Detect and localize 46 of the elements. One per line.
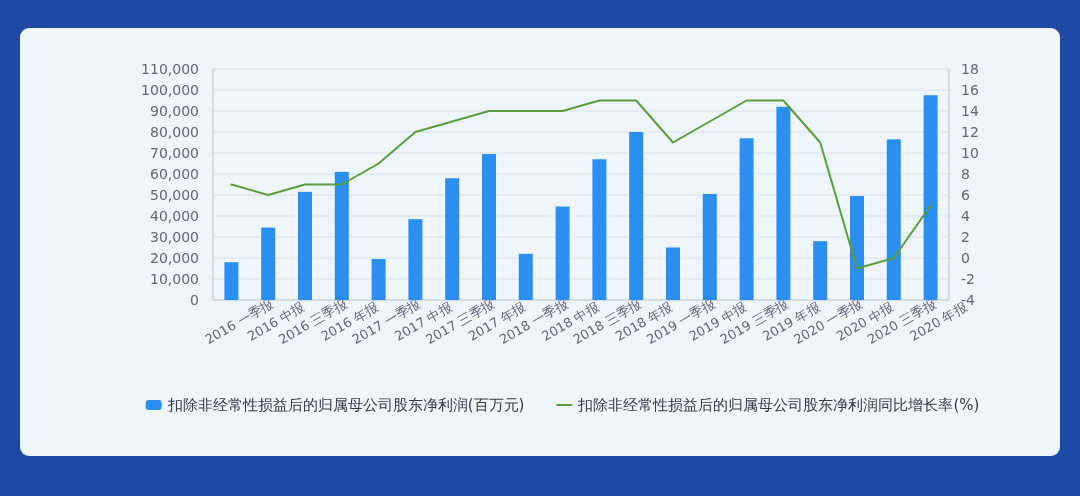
legend-label: 扣除非经常性损益后的归属母公司股东净利润同比增长率(%) [577,396,980,414]
bar [886,139,901,300]
bar [592,159,607,300]
bar [371,259,386,300]
bar [445,178,460,300]
y-tick-label: 110,000 [141,61,199,77]
y2-tick-label: 4 [961,208,970,224]
bar [923,95,938,300]
y2-tick-label: 2 [961,229,970,245]
bar [739,138,754,300]
y-tick-label: 30,000 [150,229,199,245]
y2-tick-label: 12 [961,124,979,140]
bar [666,247,680,300]
y-tick-label: 10,000 [150,271,199,287]
bar [261,227,276,300]
bar [702,193,717,300]
bar [629,132,644,300]
y-tick-label: 20,000 [150,250,199,266]
bar [776,106,791,300]
y2-tick-label: -2 [961,271,975,287]
y2-tick-label: 10 [961,145,979,161]
y-tick-label: 50,000 [150,187,199,203]
y2-tick-label: 0 [961,250,970,266]
y2-tick-label: 8 [961,166,970,182]
y2-tick-label: 18 [961,61,979,77]
bar [850,196,864,300]
bar [334,171,349,300]
y2-tick-label: 6 [961,187,970,203]
legend-label: 扣除非经常性损益后的归属母公司股东净利润(百万元) [166,396,525,414]
bar [298,191,312,300]
y-tick-label: 100,000 [141,82,199,98]
y-tick-label: 40,000 [150,208,199,224]
y-tick-label: 0 [190,292,199,308]
bar [408,219,423,300]
bar [813,241,828,300]
y-tick-label: 90,000 [150,103,199,119]
bar [518,253,533,300]
bar [555,206,570,300]
y-tick-label: 80,000 [150,124,199,140]
line-series [230,99,932,270]
bar [482,154,496,300]
y2-tick-label: 14 [961,103,979,119]
y-tick-label: 70,000 [150,145,199,161]
bar [224,262,239,300]
y-tick-label: 60,000 [150,166,199,182]
y2-tick-label: 16 [961,82,979,98]
